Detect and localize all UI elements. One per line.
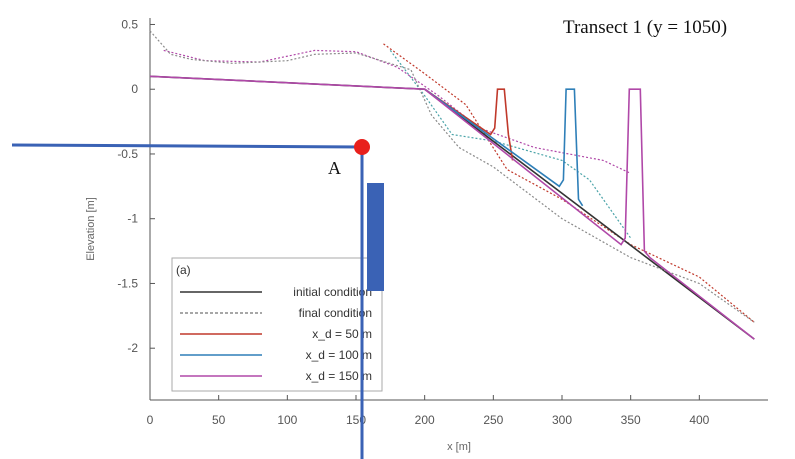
annotation-overlay: A xyxy=(11,139,384,459)
y-tick-label: -1.5 xyxy=(117,276,138,290)
legend-items: initial condition final condition x_d = 50… xyxy=(180,285,372,383)
x-tick-label: 100 xyxy=(277,413,297,427)
legend-panel-label: (a) xyxy=(176,263,191,277)
y-tick-label: -1 xyxy=(127,212,138,226)
point-a-label: A xyxy=(328,158,341,178)
x-axis-label: x [m] xyxy=(447,441,471,453)
chart-title: Transect 1 (y = 1050) xyxy=(563,17,727,38)
x-tick-label: 250 xyxy=(483,413,503,427)
point-a-marker xyxy=(354,139,370,155)
y-tick-label: -2 xyxy=(127,341,138,355)
x-tick-label: 50 xyxy=(212,413,226,427)
series-layer xyxy=(149,30,755,340)
y-tick-label: 0 xyxy=(131,82,138,96)
series-line xyxy=(149,75,755,340)
x-tick-label: 200 xyxy=(415,413,435,427)
series-line xyxy=(149,30,755,323)
legend-item-label: x_d = 50 m xyxy=(312,327,372,341)
dotted-series-line xyxy=(163,49,631,174)
legend-item-label: x_d = 150 m xyxy=(306,369,372,383)
series-line xyxy=(424,88,584,207)
x-tick-label: 300 xyxy=(552,413,572,427)
dotted-series-line xyxy=(383,43,755,323)
legend: (a) initial condition final condition x_d … xyxy=(171,257,383,392)
marker-bar xyxy=(367,183,384,291)
y-tick-label: -0.5 xyxy=(117,147,138,161)
legend-item-label: initial condition xyxy=(293,285,372,299)
dotted-series-line xyxy=(389,50,632,239)
x-tick-label: 0 xyxy=(147,413,154,427)
y-ticks: 0.5 0 -0.5 -1 -1.5 -2 xyxy=(117,17,155,355)
legend-item-label: final condition xyxy=(299,306,372,320)
horizontal-marker-line xyxy=(11,143,363,149)
legend-box xyxy=(171,257,383,392)
x-tick-label: 350 xyxy=(621,413,641,427)
y-tick-label: 0.5 xyxy=(121,17,138,31)
x-tick-label: 400 xyxy=(689,413,709,427)
legend-item-label: x_d = 100 m xyxy=(306,348,372,362)
series-line xyxy=(424,88,514,161)
y-axis-label: Elevation [m] xyxy=(85,197,97,261)
